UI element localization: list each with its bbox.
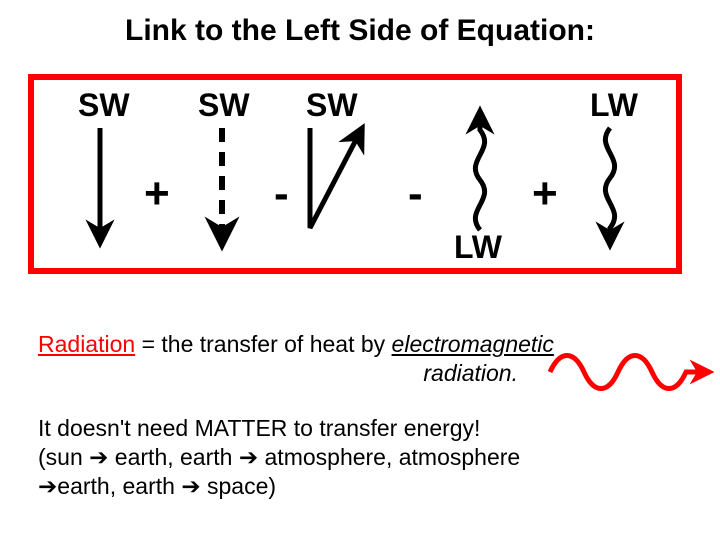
body-line3c: space) <box>201 473 276 499</box>
op-plus2: + <box>532 169 558 218</box>
body-line2c: atmosphere, atmosphere <box>258 444 520 470</box>
op-minus1: - <box>274 169 289 218</box>
electromagnetic-keyword: electromagnetic <box>392 331 554 357</box>
body-line1: It doesn't need MATTER to transfer energ… <box>38 415 480 441</box>
radiation-diagram-svg: SW + SW - SW - LW + LW <box>34 80 676 268</box>
op-minus2: - <box>408 169 423 218</box>
label-sw2: SW <box>198 87 250 123</box>
arrow-right-icon: ➔ <box>181 473 200 499</box>
page-title: Link to the Left Side of Equation: <box>0 14 720 48</box>
em-wave-icon <box>544 344 714 400</box>
radiation-def-part1: = the transfer of heat by <box>135 331 391 357</box>
radiation-diagram-box: SW + SW - SW - LW + LW <box>28 74 682 274</box>
arrow-lw-up-wavy <box>475 120 484 230</box>
arrow-right-icon: ➔ <box>89 444 108 470</box>
arrow-right-icon: ➔ <box>239 444 258 470</box>
radiation-keyword: Radiation <box>38 331 135 357</box>
label-lw-up: LW <box>454 229 503 265</box>
body-text: It doesn't need MATTER to transfer energ… <box>38 414 678 500</box>
arrow-sw3-bounce <box>310 128 358 228</box>
op-plus1: + <box>144 169 170 218</box>
label-sw3: SW <box>306 87 358 123</box>
label-lw-down: LW <box>590 87 639 123</box>
label-sw1: SW <box>78 87 130 123</box>
body-line2b: earth, earth <box>108 444 238 470</box>
arrow-right-icon: ➔ <box>38 473 57 499</box>
arrow-lw-down-wavy <box>605 128 614 236</box>
body-line2a: (sun <box>38 444 89 470</box>
body-line3b: earth, earth <box>57 473 181 499</box>
